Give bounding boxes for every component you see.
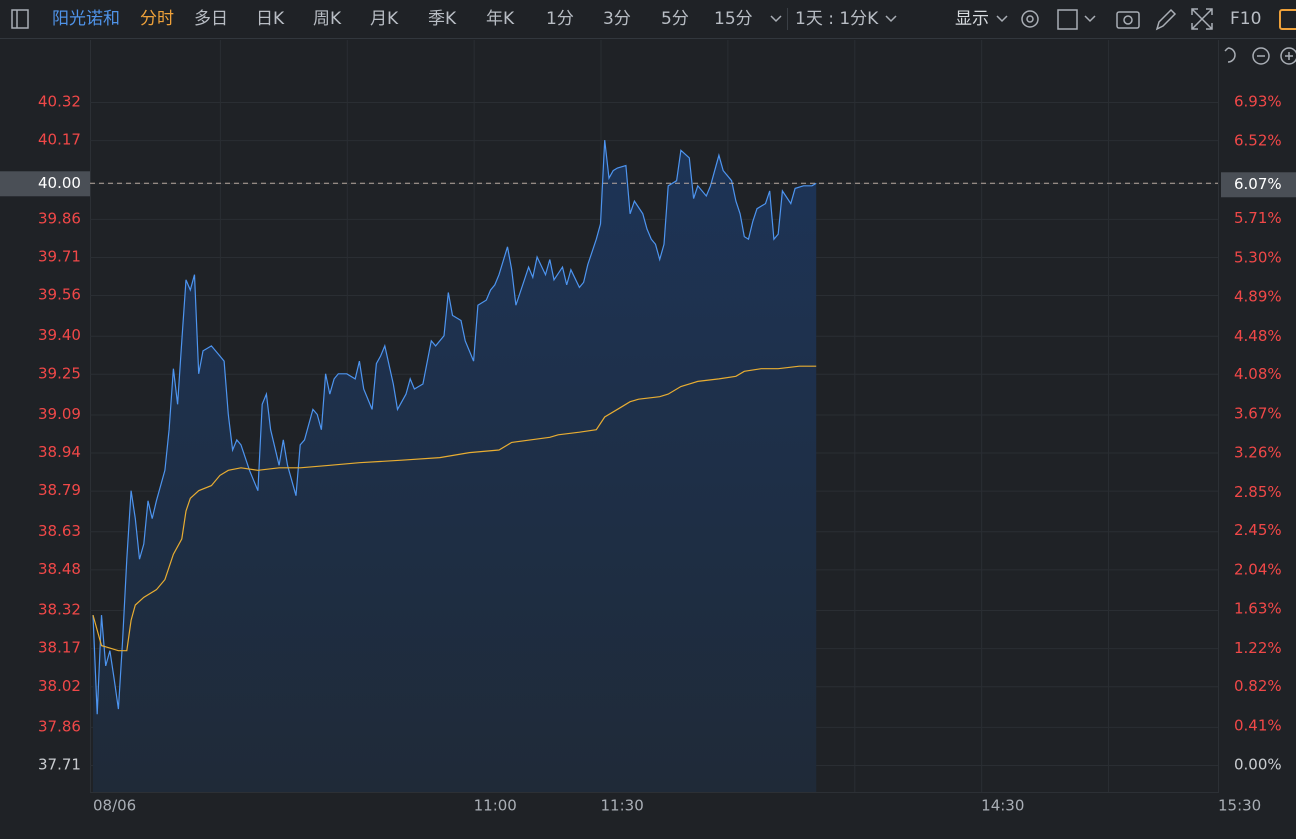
x-tick-label: 11:00 <box>474 797 517 815</box>
y-tick-label: 37.71 <box>38 756 81 774</box>
zoom-in[interactable] <box>1280 47 1296 65</box>
average-line <box>92 365 817 652</box>
plot: 40.32 40.17 40.00 39.86 39.71 39.56 39.40 39.25… <box>0 40 1296 815</box>
y-tick-label: 38.48 <box>38 560 81 578</box>
y2-tick-label: 6.07% <box>1234 175 1282 193</box>
last-price-box <box>0 171 90 197</box>
screenshot-icon[interactable] <box>1116 11 1140 29</box>
y-tick-label: 39.25 <box>38 364 81 382</box>
y-tick-label: 40.32 <box>38 93 81 111</box>
tab[interactable]: 月K <box>370 9 399 29</box>
price-area <box>93 140 817 793</box>
display-menu[interactable]: 显示 <box>955 9 989 29</box>
y-tick-label: 40.00 <box>38 174 81 192</box>
y2-tick-label: 4.48% <box>1234 327 1282 345</box>
y-tick-label: 38.79 <box>38 481 81 499</box>
x-tick-label: 08/06 <box>93 797 136 815</box>
drawing-tool[interactable] <box>1057 9 1078 30</box>
y-tick-label: 39.71 <box>38 247 81 265</box>
panel-toggle[interactable] <box>1279 9 1296 30</box>
y-tick-label: 38.17 <box>38 639 81 657</box>
zoom-out[interactable] <box>1252 47 1270 65</box>
y-tick-label: 39.56 <box>38 286 81 304</box>
period-select[interactable]: 1天 : 1分K <box>795 9 879 29</box>
x-tick-label: 14:30 <box>981 797 1024 815</box>
chevron[interactable] <box>770 15 782 23</box>
y2-tick-label: 2.45% <box>1234 521 1282 539</box>
y2-tick-label: 3.26% <box>1234 444 1282 462</box>
price-line <box>92 140 817 715</box>
sidebar-toggle[interactable] <box>11 9 29 29</box>
tab[interactable]: 周K <box>313 9 342 29</box>
y2-tick-label: 5.30% <box>1234 248 1282 266</box>
y-tick-label: 38.02 <box>38 677 81 695</box>
y2-tick-label: 1.22% <box>1234 639 1282 657</box>
y-tick-label: 39.40 <box>38 326 81 344</box>
zoom-in-plus <box>1285 52 1293 60</box>
y-tick-label: 39.86 <box>38 209 81 227</box>
y-tick-label: 40.17 <box>38 131 81 149</box>
tab[interactable]: 日K <box>256 9 285 29</box>
tab[interactable]: 季K <box>428 9 457 29</box>
tab[interactable]: 3分 <box>603 9 631 29</box>
y2-tick-label: 0.00% <box>1234 756 1282 774</box>
tab[interactable]: 1分 <box>546 9 574 29</box>
y2-tick-label: 3.67% <box>1234 404 1282 422</box>
y2-tick-label: 6.52% <box>1234 132 1282 150</box>
reset-icon[interactable] <box>1224 47 1236 63</box>
tab[interactable]: 多日 <box>194 9 228 29</box>
last-pct-box <box>1221 172 1296 198</box>
screenshot-icon-lens <box>1123 15 1133 25</box>
chevron[interactable] <box>1084 15 1096 23</box>
pencil-icon[interactable] <box>1155 8 1177 31</box>
fullscreen-icon[interactable] <box>1191 8 1213 30</box>
y2-tick-label: 1.63% <box>1234 600 1282 618</box>
y2-tick-label: 6.93% <box>1234 93 1282 111</box>
y-tick-label: 38.94 <box>38 443 81 461</box>
y2-tick-label: 4.89% <box>1234 288 1282 306</box>
y2-tick-label: 2.85% <box>1234 483 1282 501</box>
y-tick-label: 39.09 <box>38 405 81 423</box>
settings-icon-core <box>1026 15 1034 23</box>
y-tick-label: 38.63 <box>38 522 81 540</box>
y-tick-label: 37.86 <box>38 717 81 735</box>
y2-tick-label: 4.08% <box>1234 365 1282 383</box>
y2-tick-label: 0.82% <box>1234 677 1282 695</box>
tab[interactable]: 5分 <box>661 9 689 29</box>
x-tick-label: 11:30 <box>601 797 644 815</box>
settings-icon[interactable] <box>1021 10 1039 28</box>
chevron[interactable] <box>996 15 1008 23</box>
tab[interactable]: 15分 <box>714 9 753 29</box>
chevron[interactable] <box>885 15 897 23</box>
y2-tick-label: 0.41% <box>1234 716 1282 734</box>
tab[interactable]: 分时 <box>140 9 174 29</box>
y-tick-label: 38.32 <box>38 601 81 619</box>
tab[interactable]: 年K <box>486 9 515 29</box>
f10-button[interactable]: F10 <box>1230 9 1261 29</box>
x-tick-label: 15:30 <box>1218 797 1261 815</box>
y2-tick-label: 5.71% <box>1234 209 1282 227</box>
stock-name[interactable]: 阳光诺和 <box>52 9 120 29</box>
y2-tick-label: 2.04% <box>1234 560 1282 578</box>
